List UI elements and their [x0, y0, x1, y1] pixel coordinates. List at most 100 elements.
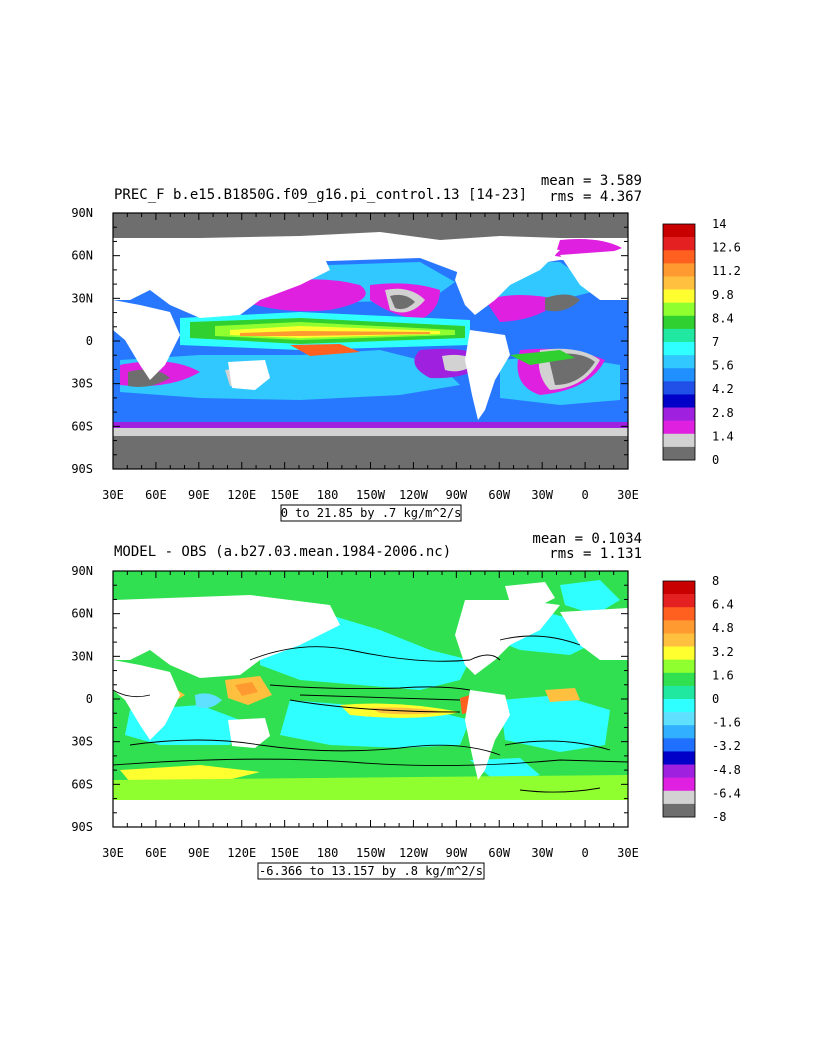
panel-2-colorbar-swatch — [663, 594, 695, 608]
panel-1-colorbar-label: 1.4 — [712, 429, 734, 443]
panel-1-colorbar-swatch — [663, 237, 695, 251]
panel-1-colorbar-swatch — [663, 342, 695, 356]
panel-2-contours — [113, 635, 628, 793]
panel-1-colorbar-swatch — [663, 250, 695, 264]
panel-1-land-eurasia — [113, 242, 330, 318]
panel-2-y-tick-label: 0 — [86, 692, 93, 706]
panel-1: mean = 3.589 PREC_F b.e15.B1850G.f09_g16… — [71, 173, 741, 522]
panel-2-x-tick-label: 90E — [188, 846, 210, 860]
panel-2-x-tick-label: 150W — [356, 846, 386, 860]
panel-2-axes: 30E 60E 90E 120E 150E 180 150W 120W 90W 60W 30W 0 30… — [71, 564, 639, 860]
panel-2-colorbar-label: -8 — [712, 810, 726, 824]
panel-2-y-tick-label: 30S — [71, 735, 93, 749]
panel-1-map — [113, 213, 628, 469]
panel-2-x-tick-label: 60W — [488, 846, 510, 860]
panel-1-rms: rms = 4.367 — [549, 189, 642, 205]
panel-2-colorbar-label: -6.4 — [712, 786, 741, 800]
panel-1-mean: mean = 3.589 — [541, 173, 642, 189]
panel-2-colorbar-swatch — [663, 751, 695, 765]
panel-1-x-tick-label: 30E — [102, 488, 124, 502]
panel-2-colorbar-swatch — [663, 712, 695, 726]
panel-1-colorbar: 14 12.6 11.2 9.8 8.4 7 5.6 4.2 2.8 1.4 0 — [662, 217, 741, 467]
panel-2-colorbar-swatch — [663, 803, 695, 818]
panel-1-colorbar-swatch — [663, 381, 695, 395]
panel-1-y-tick-label: 90S — [71, 462, 93, 476]
panel-1-colorbar-swatch — [663, 315, 695, 330]
panel-1-colorbar-label: 2.8 — [712, 406, 734, 420]
panel-2-map — [113, 571, 628, 827]
panel-2-colorbar-label: 1.6 — [712, 668, 734, 682]
panel-1-contour-note: 0 to 21.85 by .7 kg/m^2/s — [281, 506, 462, 520]
panel-1-colorbar-label: 0 — [712, 453, 719, 467]
panel-1-colorbar-swatch — [663, 276, 695, 290]
panel-2-y-tick-label: 90S — [71, 820, 93, 834]
panel-1-colorbar-swatch — [663, 263, 695, 277]
panel-1-colorbar-label: 5.6 — [712, 359, 734, 373]
panel-1-x-tick-label: 180 — [317, 488, 339, 502]
panel-2-colorbar-label: 3.2 — [712, 645, 734, 659]
panel-2-colorbar-swatch — [663, 764, 695, 778]
panel-2-x-tick-label: 180 — [317, 846, 339, 860]
panel-1-colorbar-label: 9.8 — [712, 288, 734, 302]
panel-1-x-tick-label: 90E — [188, 488, 210, 502]
panel-1-x-tick-label: 90W — [445, 488, 467, 502]
panel-1-colorbar-swatch — [663, 302, 695, 317]
panel-1-x-tick-label: 0 — [581, 488, 588, 502]
panel-1-land-africa — [113, 300, 180, 380]
panel-1-colorbar-swatch — [663, 420, 695, 435]
panel-1-x-tick-label: 60E — [145, 488, 167, 502]
panel-1-colorbar-swatch — [663, 394, 695, 408]
panel-1-y-tick-label: 90N — [71, 206, 93, 220]
panel-1-x-tick-label: 120W — [399, 488, 429, 502]
panel-1-colorbar-swatch — [663, 355, 695, 369]
panel-2-colorbar-swatch — [663, 581, 695, 595]
panel-2-y-tick-label: 60N — [71, 607, 93, 621]
panel-2-mean: mean = 0.1034 — [532, 531, 642, 547]
panel-1-colorbar-label: 11.2 — [712, 264, 741, 278]
panel-2-colorbar-swatch — [663, 725, 695, 739]
panel-2-title: MODEL - OBS (a.b27.03.mean.1984-2006.nc) — [114, 544, 451, 560]
panel-2-colorbar-label: 0 — [712, 692, 719, 706]
panel-2-rms: rms = 1.131 — [549, 546, 642, 562]
panel-1-polar-south — [113, 434, 628, 469]
panel-2-colorbar-swatch — [663, 790, 695, 805]
panel-1-x-tick-label: 150W — [356, 488, 386, 502]
panel-2-x-tick-label: 0 — [581, 846, 588, 860]
panel-2-colorbar-swatch — [663, 646, 695, 660]
panel-2-colorbar-label: 4.8 — [712, 621, 734, 635]
panel-2-x-tick-label: 120E — [227, 846, 256, 860]
panel-2-colorbar-swatch — [663, 672, 695, 687]
panel-2-colorbar-swatch — [663, 685, 695, 700]
panel-2-land-africa — [113, 660, 180, 740]
panel-2-colorbar-swatch — [663, 620, 695, 634]
panel-2-colorbar-swatch — [663, 607, 695, 621]
panel-1-land-europe — [560, 250, 628, 300]
panel-2-x-tick-label: 120W — [399, 846, 429, 860]
panel-2-colorbar-swatch — [663, 699, 695, 713]
panel-2-y-tick-label: 90N — [71, 564, 93, 578]
panel-2-colorbar-swatch — [663, 738, 695, 752]
panel-1-x-tick-label: 120E — [227, 488, 256, 502]
panel-2-y-tick-label: 60S — [71, 777, 93, 791]
panel-2-x-tick-label: 150E — [270, 846, 299, 860]
panel-2-x-tick-label: 30W — [531, 846, 553, 860]
panel-2-colorbar-swatch — [663, 659, 695, 674]
panel-1-colorbar-swatch — [663, 368, 695, 382]
panel-2-land-greenland — [505, 582, 555, 608]
panel-2-colorbar-label: -1.6 — [712, 716, 741, 730]
panel-2-colorbar-swatch — [663, 633, 695, 647]
panel-1-colorbar-label: 7 — [712, 335, 719, 349]
panel-2-note-box: -6.366 to 13.157 by .8 kg/m^2/s — [257, 862, 485, 880]
panel-2-x-tick-label: 90W — [445, 846, 467, 860]
panel-1-land-s-america — [465, 330, 510, 420]
panel-1-y-tick-label: 60N — [71, 249, 93, 263]
panel-1-colorbar-label: 12.6 — [712, 241, 741, 255]
panel-1-axes: 30E 60E 90E 120E 150E 180 150W 120W 90W 60W 30W 0 30… — [71, 206, 639, 502]
panel-2-x-tick-label: 30E — [102, 846, 124, 860]
panel-1-colorbar-swatch — [663, 289, 695, 303]
panel-2-land-eurasia — [113, 595, 340, 678]
panel-2-y-tick-label: 30N — [71, 649, 93, 663]
panel-1-note-box: 0 to 21.85 by .7 kg/m^2/s — [280, 504, 462, 522]
panel-1-colorbar-swatch — [663, 446, 695, 461]
